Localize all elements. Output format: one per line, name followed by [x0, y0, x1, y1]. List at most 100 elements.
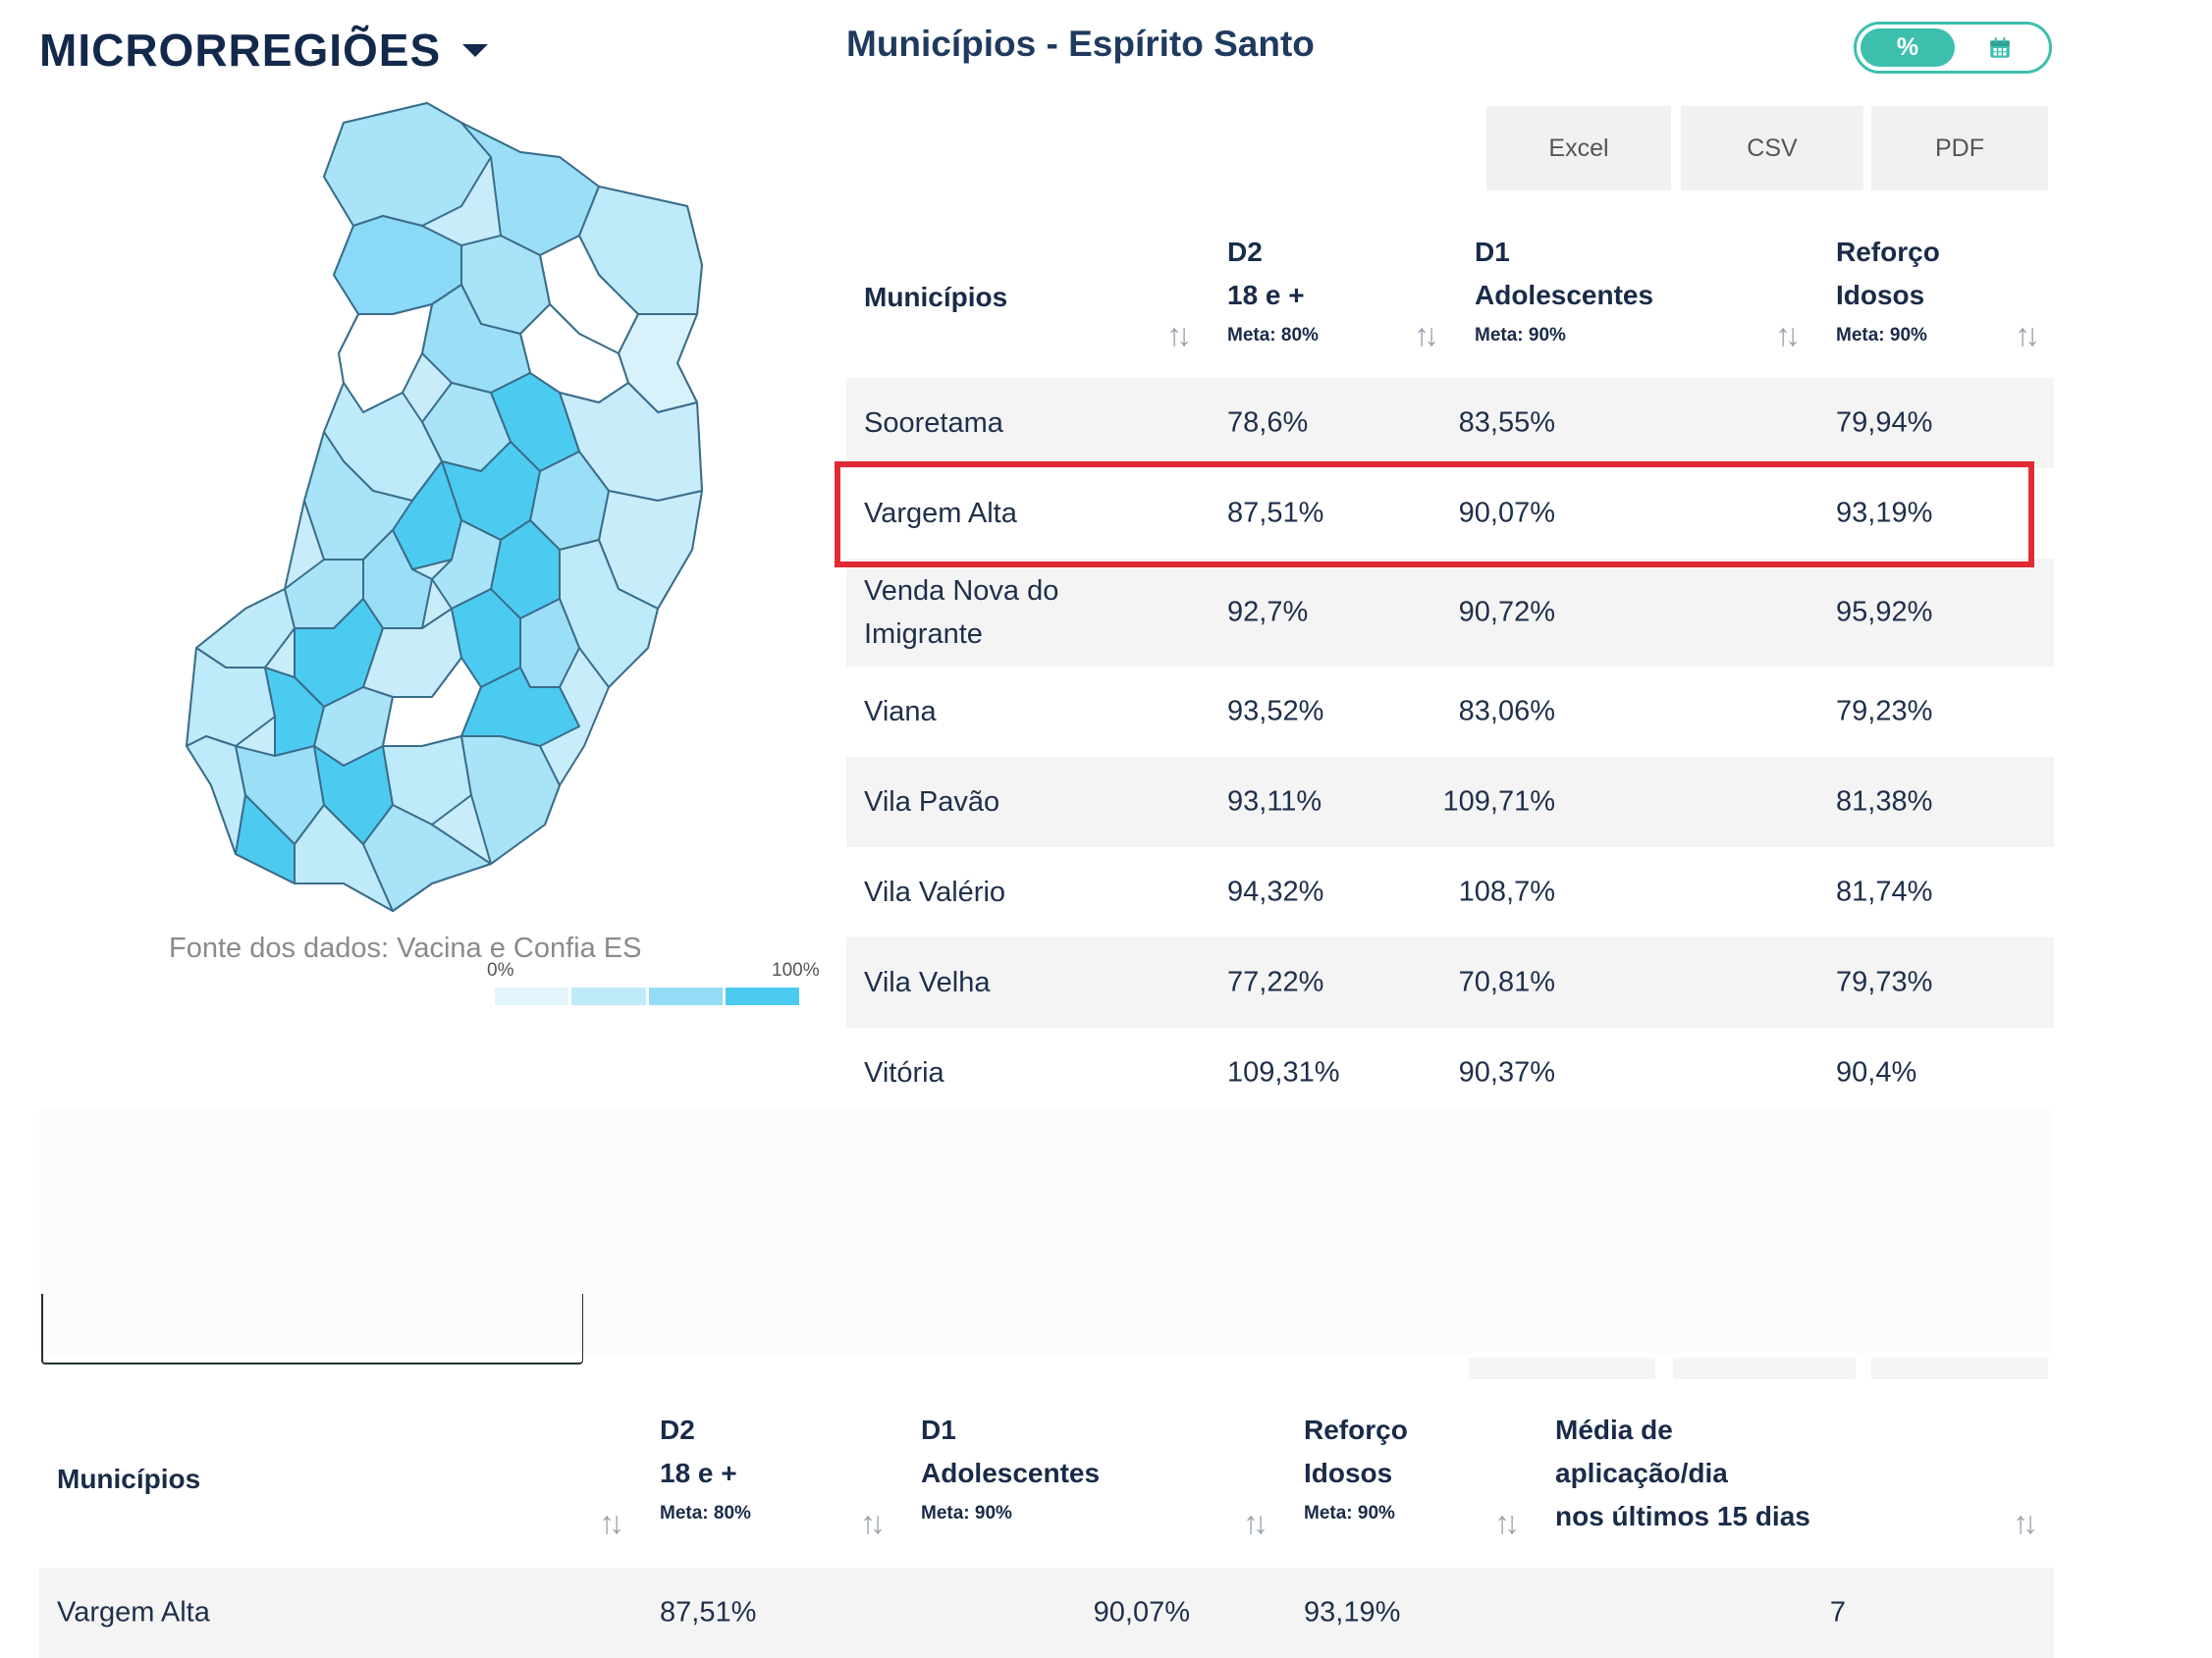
- cell-reforco: 81,38%: [1836, 785, 1933, 818]
- cell-municipio: Vila Valério: [864, 877, 1006, 908]
- column-header-reforco-line2: Idosos: [1304, 1458, 1393, 1488]
- region-dropdown[interactable]: MICRORREGIÕES: [39, 24, 489, 77]
- sort-icon[interactable]: ↑↓: [1243, 1505, 1268, 1540]
- column-header-reforco[interactable]: Reforço Idosos Meta: 90%: [1836, 231, 1940, 348]
- export-pdf-button[interactable]: PDF: [1871, 106, 2048, 190]
- calendar-icon[interactable]: [1959, 28, 2041, 67]
- column-header-media-line3: nos últimos 15 dias: [1555, 1501, 1810, 1531]
- table-row[interactable]: Venda Nova do Imigrante 92,7% 90,72% 95,…: [846, 559, 2054, 667]
- cell-media: 7: [1829, 1596, 1846, 1629]
- chevron-down-icon: [462, 43, 489, 57]
- column-header-reforco-line1: Reforço: [1304, 1415, 1408, 1445]
- table-row[interactable]: Vitória 109,31% 90,37% 90,4%: [846, 1028, 2054, 1118]
- legend-swatch: [495, 988, 569, 1005]
- cell-d1: 90,37%: [1458, 1056, 1555, 1089]
- table-row[interactable]: Sooretama 78,6% 83,55% 79,94%: [846, 378, 2054, 468]
- column-header-d1-line1: D1: [921, 1415, 956, 1445]
- column-header-media[interactable]: Média de aplicação/dia nos últimos 15 di…: [1555, 1409, 1810, 1538]
- espirito-santo-map[interactable]: [167, 98, 717, 923]
- cell-municipio: Venda Nova do Imigrante: [864, 569, 1058, 656]
- column-header-reforco-meta: Meta: 90%: [1304, 1503, 1395, 1524]
- legend-min-label: 0%: [487, 960, 514, 981]
- column-header-media-line2: aplicação/dia: [1555, 1458, 1728, 1488]
- column-header-d2-line2: 18 e +: [1227, 280, 1305, 310]
- cell-d2: 93,52%: [1227, 695, 1324, 727]
- cell-municipio-line2: Imigrante: [864, 618, 983, 650]
- sort-icon[interactable]: ↑↓: [2013, 1505, 2038, 1540]
- cell-reforco: 79,73%: [1836, 966, 1933, 998]
- table-row[interactable]: Viana 93,52% 83,06% 79,23%: [846, 667, 2054, 757]
- sort-icon[interactable]: ↑↓: [2015, 317, 2040, 352]
- column-header-d2-line2: 18 e +: [660, 1458, 737, 1488]
- column-header-reforco-line1: Reforço: [1836, 237, 1940, 267]
- column-header-media-line1: Média de: [1555, 1415, 1673, 1445]
- map-legend-scale: [495, 988, 799, 1005]
- cell-reforco: 81,74%: [1836, 876, 1933, 908]
- cell-d1: 70,81%: [1458, 966, 1555, 998]
- cell-d2: 87,51%: [1227, 497, 1324, 529]
- table-row[interactable]: Vila Pavão 93,11% 109,71% 81,38%: [846, 757, 2054, 847]
- search-input[interactable]: [41, 1294, 583, 1364]
- column-header-d1-line1: D1: [1475, 237, 1510, 267]
- cell-reforco: 90,4%: [1836, 1056, 1917, 1089]
- sort-icon[interactable]: ↑↓: [1775, 317, 1801, 352]
- sort-icon[interactable]: ↑↓: [860, 1505, 886, 1540]
- cell-d2: 92,7%: [1227, 596, 1309, 628]
- data-source-note: Fonte dos dados: Vacina e Confia ES: [169, 933, 642, 964]
- background-panel: [39, 1109, 2052, 1355]
- column-header-d2-meta: Meta: 80%: [1227, 325, 1319, 346]
- cell-municipio: Viana: [864, 696, 937, 727]
- table-row[interactable]: Vargem Alta 87,51% 90,07% 93,19%: [846, 468, 2054, 559]
- column-header-reforco[interactable]: Reforço Idosos Meta: 90%: [1304, 1409, 1408, 1526]
- cell-d1: 109,71%: [1442, 785, 1556, 818]
- column-header-d1-meta: Meta: 90%: [1475, 325, 1566, 346]
- sort-icon[interactable]: ↑↓: [1494, 1505, 1520, 1540]
- cell-municipio: Vila Pavão: [864, 786, 1000, 818]
- cell-d1: 90,72%: [1458, 596, 1555, 628]
- cell-d1: 83,06%: [1458, 695, 1555, 727]
- cell-reforco: 93,19%: [1304, 1596, 1401, 1629]
- column-header-d1[interactable]: D1 Adolescentes Meta: 90%: [921, 1409, 1100, 1526]
- column-header-d2[interactable]: D2 18 e + Meta: 80%: [1227, 231, 1319, 348]
- legend-max-label: 100%: [772, 960, 820, 981]
- export-excel-button[interactable]: Excel: [1486, 106, 1671, 190]
- cell-d1: 90,07%: [1093, 1596, 1190, 1629]
- cell-reforco: 79,23%: [1836, 695, 1933, 727]
- cell-reforco: 95,92%: [1836, 596, 1933, 628]
- column-header-d1[interactable]: D1 Adolescentes Meta: 90%: [1475, 231, 1653, 348]
- export-button-placeholder: [1871, 1358, 2048, 1379]
- column-header-d2-line1: D2: [1227, 237, 1263, 267]
- legend-swatch: [571, 988, 646, 1005]
- cell-d1: 108,7%: [1458, 876, 1555, 908]
- column-header-reforco-meta: Meta: 90%: [1836, 325, 1927, 346]
- legend-swatch: [648, 988, 723, 1005]
- table-row[interactable]: Vila Valério 94,32% 108,7% 81,74%: [846, 847, 2054, 937]
- view-toggle[interactable]: %: [1854, 22, 2052, 74]
- column-header-municipios[interactable]: Municípios: [57, 1464, 201, 1494]
- cell-reforco: 79,94%: [1836, 406, 1933, 439]
- cell-reforco: 93,19%: [1836, 497, 1933, 529]
- column-header-municipios[interactable]: Municípios: [864, 282, 1008, 312]
- column-header-d1-meta: Meta: 90%: [921, 1503, 1012, 1524]
- sort-icon[interactable]: ↑↓: [599, 1505, 624, 1540]
- cell-municipio: Vila Velha: [864, 967, 991, 998]
- table-row[interactable]: Vargem Alta 87,51% 90,07% 93,19% 7: [39, 1568, 2054, 1658]
- selected-municipio-table: Municípios ↑↓ D2 18 e + Meta: 80% ↑↓ D1 …: [39, 1399, 2054, 1658]
- cell-d2: 87,51%: [660, 1596, 757, 1629]
- cell-municipio: Sooretama: [864, 407, 1003, 439]
- column-header-d1-line2: Adolescentes: [1475, 280, 1654, 310]
- municipios-table: Municípios ↑↓ D2 18 e + Meta: 80% ↑↓ D1 …: [846, 221, 2054, 1118]
- table-header: Municípios ↑↓ D2 18 e + Meta: 80% ↑↓ D1 …: [39, 1399, 2054, 1568]
- percent-toggle-option[interactable]: %: [1861, 28, 1955, 67]
- cell-municipio: Vitória: [864, 1057, 944, 1089]
- region-dropdown-label: MICRORREGIÕES: [39, 25, 442, 76]
- sort-icon[interactable]: ↑↓: [1166, 317, 1192, 352]
- table-row[interactable]: Vila Velha 77,22% 70,81% 79,73%: [846, 937, 2054, 1028]
- page-title: Municípios - Espírito Santo: [846, 24, 1315, 64]
- column-header-d2-meta: Meta: 80%: [660, 1503, 751, 1524]
- cell-d2: 109,31%: [1227, 1056, 1340, 1089]
- export-button-placeholder: [1469, 1358, 1655, 1379]
- sort-icon[interactable]: ↑↓: [1414, 317, 1439, 352]
- column-header-d2[interactable]: D2 18 e + Meta: 80%: [660, 1409, 751, 1526]
- export-csv-button[interactable]: CSV: [1681, 106, 1863, 190]
